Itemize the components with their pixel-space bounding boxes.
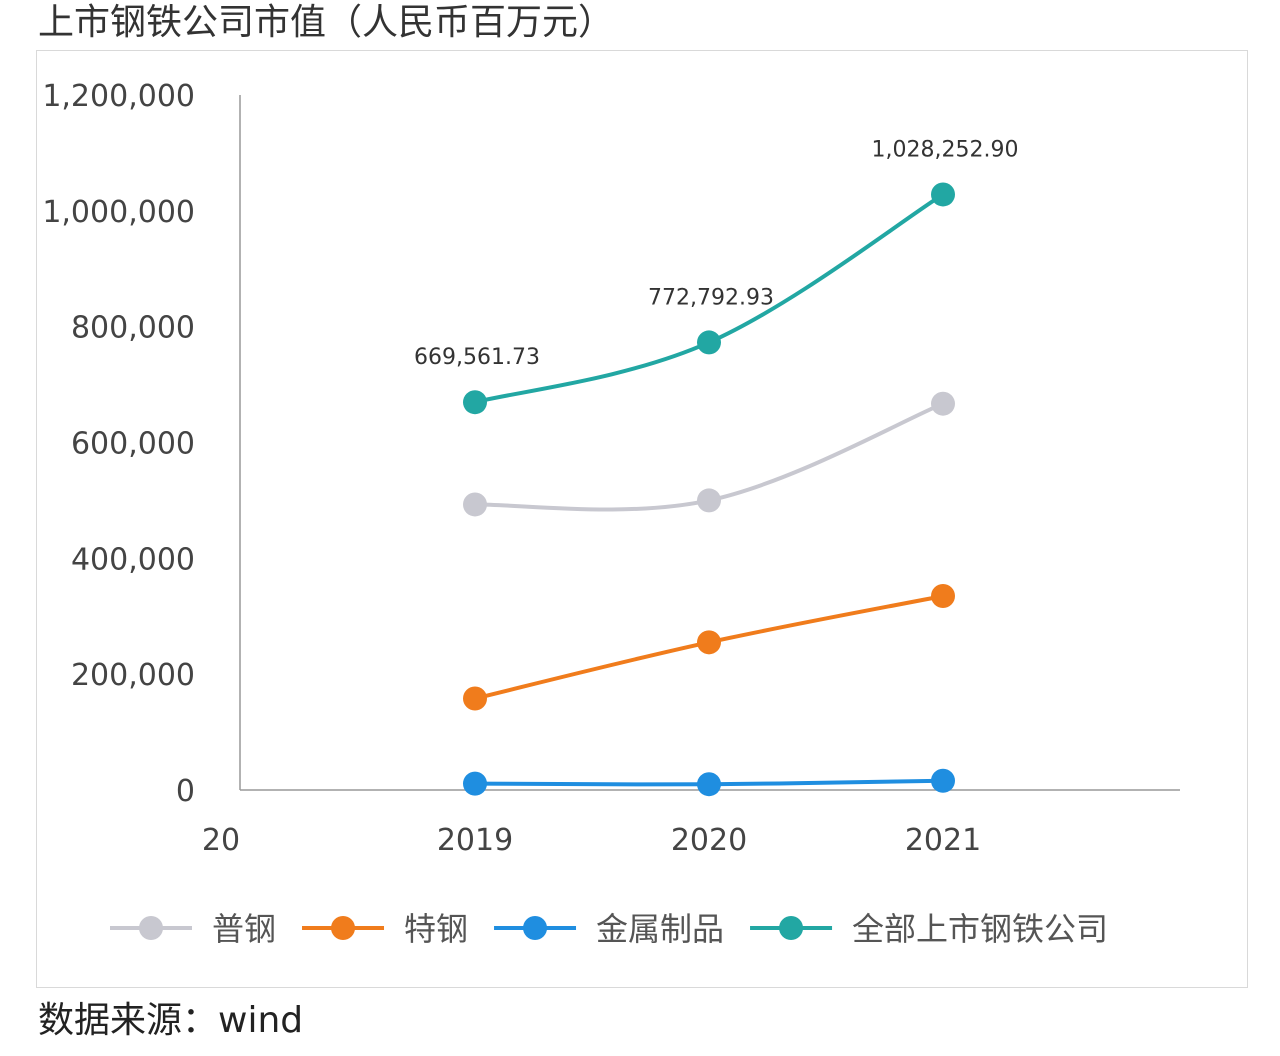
data-point <box>931 182 955 207</box>
y-axis-ticks: 0 200,000 400,000 600,000 800,000 1,000,000 1,… <box>42 79 195 809</box>
x-tick-label: 20 <box>202 823 240 858</box>
data-point <box>463 686 487 711</box>
legend-label: 全部上市钢铁公司 <box>852 910 1108 948</box>
legend-label: 特钢 <box>404 910 468 948</box>
data-point <box>463 771 487 796</box>
series-points <box>463 182 955 797</box>
y-tick-label: 1,200,000 <box>42 79 195 114</box>
data-point <box>463 492 487 517</box>
y-tick-label: 200,000 <box>71 658 195 693</box>
data-point <box>931 391 955 416</box>
x-tick-label: 2020 <box>671 823 747 858</box>
y-tick-label: 1,000,000 <box>42 195 195 230</box>
data-label: 669,561.73 <box>414 345 540 370</box>
data-label: 772,792.93 <box>648 285 774 310</box>
legend-swatch-marker <box>523 916 548 940</box>
data-point <box>697 772 721 797</box>
x-axis-ticks: 20 2019 2020 2021 <box>202 823 981 858</box>
legend-swatch-marker <box>139 916 163 940</box>
legend-label: 普钢 <box>212 910 276 948</box>
y-tick-label: 600,000 <box>71 427 195 462</box>
data-point <box>697 630 721 655</box>
y-tick-label: 400,000 <box>71 542 195 577</box>
y-tick-label: 800,000 <box>71 311 195 346</box>
data-point <box>463 390 487 415</box>
chart-title: 上市钢铁公司市值（人民币百万元） <box>38 2 615 43</box>
legend-swatch-marker <box>331 916 356 940</box>
data-labels: 669,561.73 772,792.93 1,028,252.90 <box>414 137 1018 370</box>
axes <box>239 95 1180 791</box>
data-source: 数据来源：wind <box>38 1000 304 1041</box>
legend-swatch-marker <box>779 916 804 940</box>
data-point <box>697 488 721 513</box>
data-point <box>697 330 721 355</box>
legend: 普钢 特钢 金属制品 全部上市钢铁公司 <box>110 910 1108 948</box>
x-tick-label: 2021 <box>905 823 981 858</box>
y-tick-label: 0 <box>176 774 195 809</box>
legend-label: 金属制品 <box>596 910 724 948</box>
data-point <box>931 583 955 608</box>
x-tick-label: 2019 <box>437 823 513 858</box>
data-point <box>931 768 955 793</box>
chart-frame <box>36 50 1248 988</box>
data-label: 1,028,252.90 <box>872 137 1019 162</box>
